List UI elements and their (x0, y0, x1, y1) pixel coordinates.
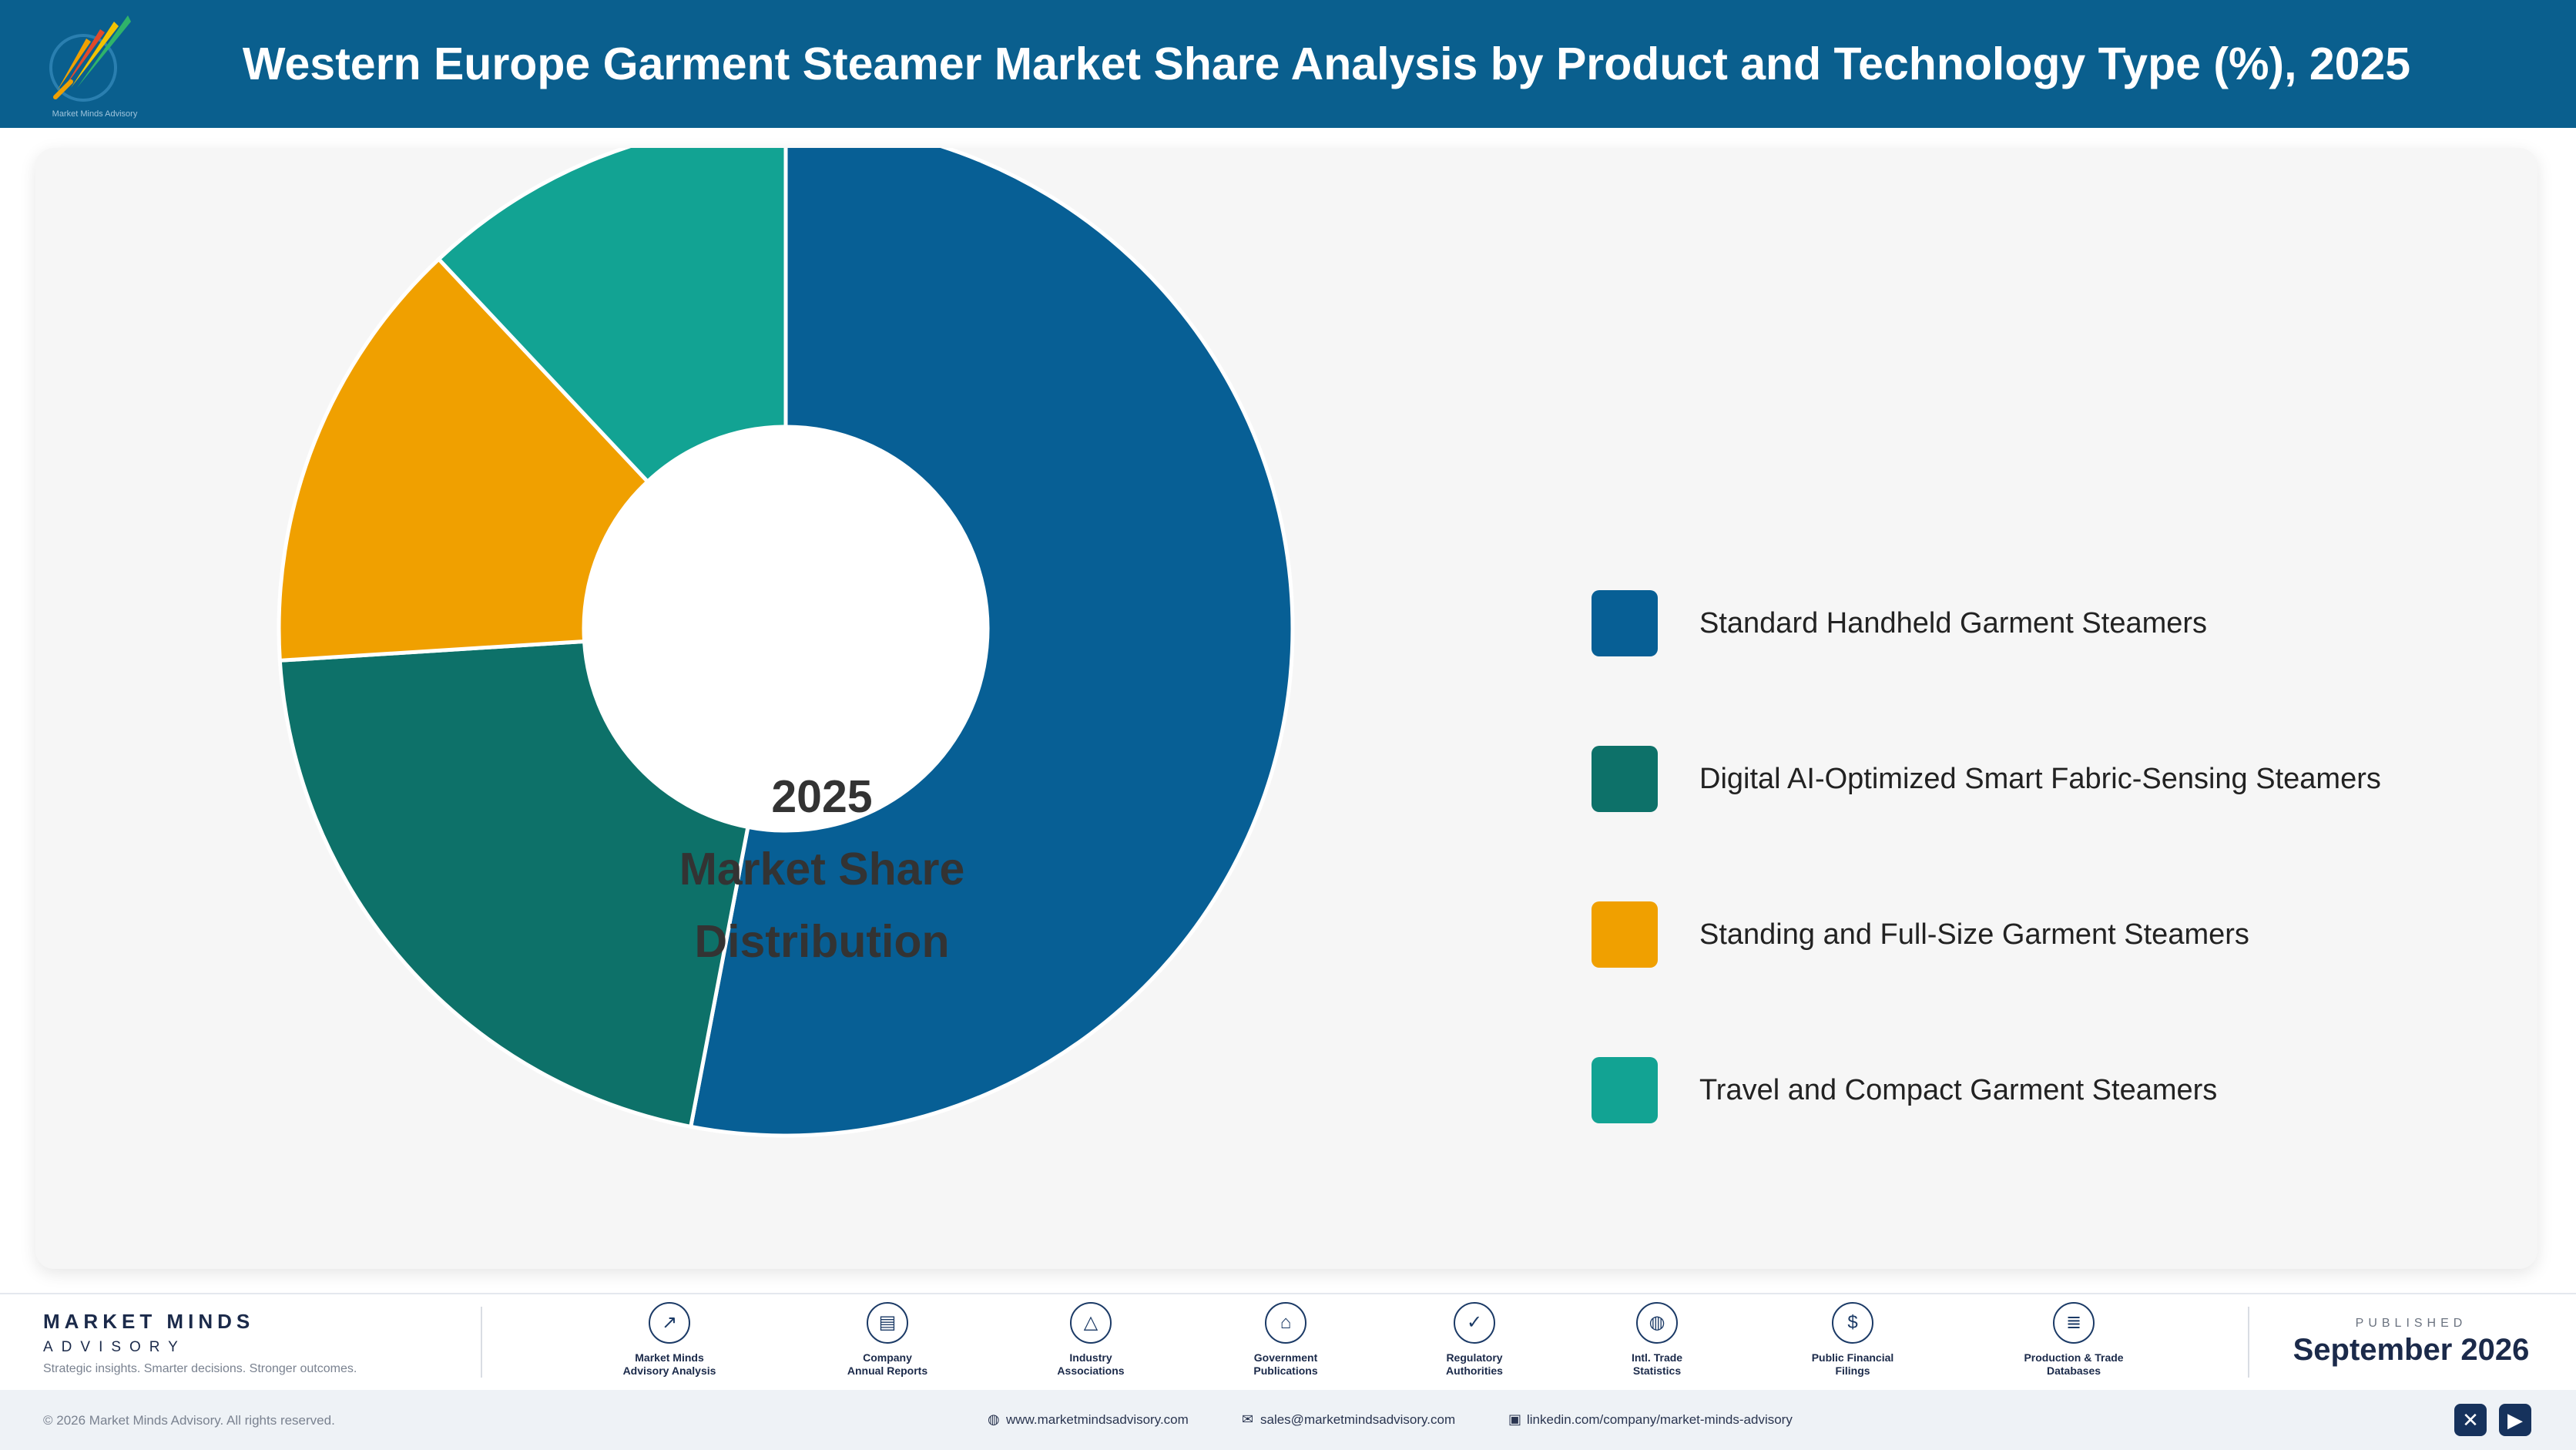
source-label-line2: Advisory Analysis (622, 1364, 716, 1377)
chart-legend: Standard Handheld Garment Steamers Digit… (1592, 590, 2516, 1213)
legend-item-travel-compact[interactable]: Travel and Compact Garment Steamers (1592, 1057, 2516, 1123)
source-label-line1: Intl. Trade (1631, 1351, 1683, 1364)
donut-chart (277, 148, 1295, 1138)
footer-contact-bar (0, 1390, 2576, 1450)
source-label-line2: Publications (1253, 1364, 1318, 1377)
source-company-annual-reports[interactable]: ▤ Company Annual Reports (822, 1302, 953, 1378)
email-text: sales@marketmindsadvisory.com (1260, 1412, 1456, 1427)
email-link[interactable]: ✉ sales@marketmindsadvisory.com (1242, 1411, 1455, 1428)
source-production-trade-databases[interactable]: ≣ Production & Trade Databases (2008, 1302, 2139, 1378)
network-icon: △ (1070, 1302, 1112, 1344)
source-label: Company Annual Reports (822, 1351, 953, 1378)
source-label-line1: Government (1253, 1351, 1318, 1364)
header-bar: Market Minds Advisory Western Europe Gar… (0, 0, 2576, 128)
database-icon: ≣ (2053, 1302, 2095, 1344)
legend-label: Travel and Compact Garment Steamers (1699, 1074, 2218, 1106)
website-link[interactable]: ◍ www.marketmindsadvisory.com (988, 1411, 1189, 1428)
source-label: Industry Associations (1025, 1351, 1156, 1378)
trend-line-icon: ↗ (649, 1302, 690, 1344)
source-label-line1: Market Minds (635, 1351, 704, 1364)
footer-brand-name: MARKET MINDS (43, 1310, 255, 1333)
source-label: Government Publications (1220, 1351, 1351, 1378)
government-building-icon: ⌂ (1265, 1302, 1306, 1344)
chart-card: 2025 Market Share Distribution Standard … (35, 148, 2537, 1269)
legend-label: Digital AI-Optimized Smart Fabric-Sensin… (1699, 763, 2381, 795)
youtube-icon[interactable]: ▶ (2499, 1404, 2531, 1436)
published-date: September 2026 (2293, 1333, 2530, 1367)
footer-brand-sub: ADVISORY (43, 1339, 186, 1355)
source-market-minds-analysis[interactable]: ↗ Market Minds Advisory Analysis (604, 1302, 735, 1378)
donut-hole (584, 427, 988, 831)
legend-swatch (1592, 1057, 1658, 1123)
source-industry-associations[interactable]: △ Industry Associations (1025, 1302, 1156, 1378)
linkedin-text: linkedin.com/company/market-minds-adviso… (1527, 1412, 1793, 1427)
linkedin-icon: ▣ (1508, 1411, 1522, 1427)
source-intl-trade-statistics[interactable]: ◍ Intl. Trade Statistics (1592, 1302, 1722, 1378)
envelope-icon: ✉ (1242, 1411, 1254, 1427)
copyright-text: © 2026 Market Minds Advisory. All rights… (43, 1413, 335, 1428)
center-label-line2: Market Share (679, 844, 965, 895)
source-label-line2: Databases (2046, 1364, 2101, 1377)
source-label-line1: Industry (1069, 1351, 1112, 1364)
legend-item-digital-ai-smart[interactable]: Digital AI-Optimized Smart Fabric-Sensin… (1592, 746, 2516, 812)
source-label: Intl. Trade Statistics (1592, 1351, 1722, 1378)
market-minds-logo[interactable]: Market Minds Advisory (40, 8, 148, 122)
dollar-coin-icon: $ (1832, 1302, 1873, 1344)
source-public-financial-filings[interactable]: $ Public Financial Filings (1787, 1302, 1918, 1378)
center-label-year: 2025 (771, 771, 873, 822)
footer-tagline: Strategic insights. Smarter decisions. S… (43, 1362, 357, 1375)
source-regulatory-authorities[interactable]: ✓ Regulatory Authorities (1409, 1302, 1540, 1378)
website-text: www.marketmindsadvisory.com (1006, 1412, 1189, 1427)
source-label-line2: Associations (1057, 1364, 1125, 1377)
source-label-line2: Authorities (1446, 1364, 1503, 1377)
legend-label: Standard Handheld Garment Steamers (1699, 607, 2208, 639)
source-label: Production & Trade Databases (2008, 1351, 2139, 1378)
source-government-publications[interactable]: ⌂ Government Publications (1220, 1302, 1351, 1378)
legend-item-standard-handheld[interactable]: Standard Handheld Garment Steamers (1592, 590, 2516, 656)
legend-label: Standing and Full-Size Garment Steamers (1699, 918, 2249, 951)
center-label-line3: Distribution (694, 916, 950, 967)
source-label-line2: Statistics (1632, 1364, 1682, 1377)
x-icon[interactable]: ✕ (2454, 1404, 2487, 1436)
legend-swatch (1592, 746, 1658, 812)
page-title: Western Europe Garment Steamer Market Sh… (242, 39, 2411, 89)
legend-item-standing-full-size[interactable]: Standing and Full-Size Garment Steamers (1592, 901, 2516, 968)
legend-swatch (1592, 590, 1658, 656)
source-label: Public Financial Filings (1787, 1351, 1918, 1378)
source-label-line2: Filings (1835, 1364, 1870, 1377)
globe-icon: ◍ (988, 1411, 1000, 1427)
footer-divider (481, 1307, 482, 1378)
source-label-line1: Regulatory (1446, 1351, 1503, 1364)
source-label-line1: Production & Trade (2024, 1351, 2124, 1364)
document-icon: ▤ (867, 1302, 908, 1344)
footer-divider (2248, 1307, 2249, 1378)
globe-icon: ◍ (1636, 1302, 1678, 1344)
source-label: Regulatory Authorities (1409, 1351, 1540, 1378)
source-label-line1: Public Financial (1811, 1351, 1894, 1364)
logo-graphic (49, 15, 131, 102)
legend-swatch (1592, 901, 1658, 968)
logo-caption: Market Minds Advisory (52, 109, 138, 119)
donut-center-label: 2025 Market Share Distribution (633, 760, 1011, 978)
footer-source-list: ↗ Market Minds Advisory Analysis ▤ Compa… (493, 1302, 2219, 1387)
published-label: PUBLISHED (2355, 1317, 2467, 1330)
source-label: Market Minds Advisory Analysis (604, 1351, 735, 1378)
pie-slice-standard-handheld-garment-steamers[interactable] (689, 148, 1295, 1138)
shield-check-icon: ✓ (1454, 1302, 1495, 1344)
source-label-line1: Company (863, 1351, 912, 1364)
source-label-line2: Annual Reports (847, 1364, 928, 1377)
linkedin-link[interactable]: ▣ linkedin.com/company/market-minds-advis… (1508, 1411, 1793, 1428)
